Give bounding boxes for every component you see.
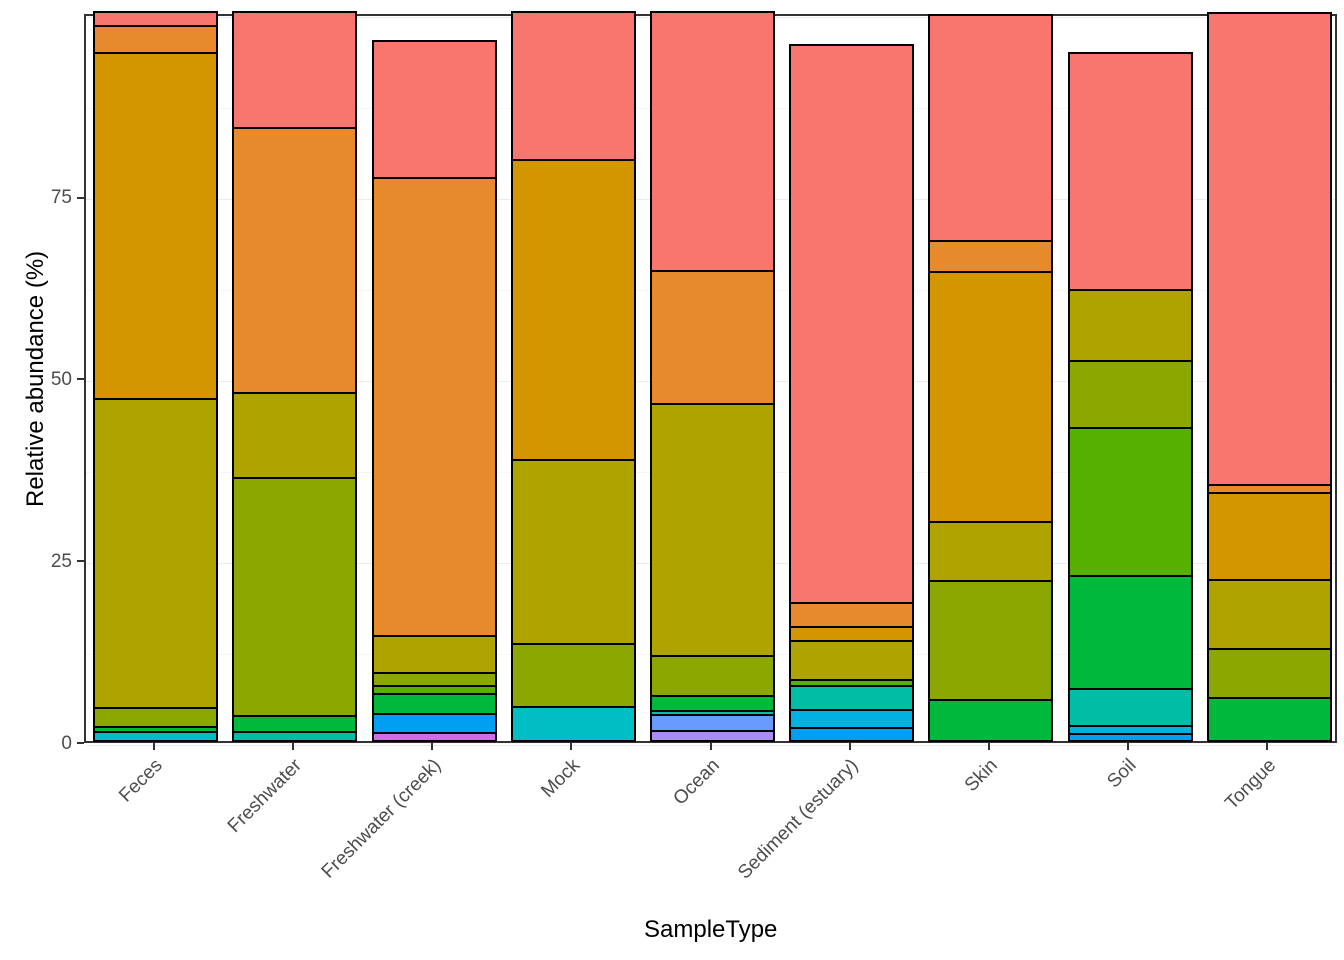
bar-segment-azure — [789, 726, 915, 742]
bar-ocean — [650, 11, 775, 742]
bar-segment-olive — [371, 635, 497, 675]
bar-segment-yellowgreen — [650, 654, 775, 697]
bar-segment-yellowgreen — [232, 476, 358, 717]
bar-segment-emerald — [371, 693, 497, 716]
y-axis-tick — [77, 742, 84, 744]
bar-segment-salmon — [1206, 12, 1332, 487]
x-tick-label: Freshwater — [223, 755, 306, 838]
y-tick-label: 0 — [61, 732, 72, 754]
bar-segment-cyan — [510, 705, 636, 742]
bar-sediment-estuary — [789, 12, 915, 742]
x-axis-title: SampleType — [644, 916, 778, 943]
bar-segment-orange — [232, 127, 358, 395]
x-tick-label: Mock — [537, 755, 585, 802]
bar-segment-teal — [1067, 688, 1193, 727]
bar-segment-yellowgreen — [510, 642, 636, 708]
bar-segment-emerald — [928, 699, 1054, 742]
bar-segment-olive — [1067, 289, 1193, 363]
bar-segment-azure — [371, 713, 497, 734]
bar-segment-teal — [789, 684, 915, 711]
bar-segment-cornflower — [650, 713, 775, 732]
bar-segment-olive — [232, 392, 358, 479]
bar-segment-salmon — [93, 10, 219, 28]
bar-segment-goldenrod — [93, 52, 219, 401]
bar-freshwater-creek — [371, 12, 497, 742]
bar-segment-sky — [789, 708, 915, 729]
y-tick-label: 50 — [50, 368, 72, 390]
bar-segment-emerald — [1206, 697, 1332, 742]
x-tick-label: Skin — [960, 755, 1002, 796]
x-axis-tick — [848, 743, 851, 750]
y-axis-tick — [77, 378, 84, 381]
bar-segment-olive — [928, 521, 1054, 583]
bar-segment-goldenrod — [789, 625, 915, 642]
bar-segment-salmon — [1067, 52, 1193, 292]
bar-segment-yellowgreen — [1206, 647, 1332, 700]
x-tick-label: Soil — [1103, 755, 1142, 793]
bar-segment-yellowgreen — [371, 672, 497, 688]
bar-mock — [510, 11, 636, 742]
bar-segment-yellowgreen — [928, 580, 1054, 702]
bar-soil — [1067, 12, 1193, 742]
x-axis-tick — [1266, 743, 1269, 750]
bar-segment-yellowgreen — [1067, 360, 1193, 430]
bar-segment-orange — [789, 601, 915, 628]
bar-segment-salmon — [232, 10, 358, 130]
bar-segment-olive — [650, 402, 775, 657]
bar-segment-orange — [371, 177, 497, 638]
y-tick-label: 25 — [50, 550, 72, 572]
bar-segment-orange — [928, 239, 1054, 273]
bar-segment-olive — [1206, 579, 1332, 650]
bar-segment-salmon — [650, 11, 775, 272]
bar-segment-orange — [93, 25, 219, 55]
x-tick-label: Tongue — [1221, 755, 1281, 814]
y-tick-label: 75 — [50, 187, 72, 209]
bar-segment-olive — [93, 398, 219, 709]
bar-segment-salmon — [789, 44, 915, 604]
x-axis-tick — [431, 743, 434, 750]
y-axis-tick — [77, 196, 84, 199]
x-tick-label: Freshwater (creek) — [317, 755, 445, 883]
bar-segment-goldenrod — [510, 159, 636, 461]
bar-segment-salmon — [510, 11, 636, 162]
bar-segment-goldenrod — [928, 271, 1054, 524]
bar-segment-olive — [510, 458, 636, 645]
bar-freshwater — [232, 10, 358, 742]
bar-segment-kelly — [1067, 427, 1193, 577]
x-axis-tick — [291, 743, 294, 750]
bar-skin — [928, 12, 1054, 742]
bar-segment-salmon — [371, 39, 497, 180]
y-axis-tick — [77, 560, 84, 563]
bar-segment-emerald — [650, 694, 775, 713]
x-axis-tick — [570, 743, 573, 750]
bar-segment-orange — [650, 269, 775, 405]
bar-tongue — [1206, 12, 1332, 742]
bar-feces — [93, 10, 219, 742]
x-tick-label: Ocean — [668, 755, 724, 810]
chart-panel — [84, 10, 1337, 746]
y-axis-title: Relative abundance (%) — [22, 250, 49, 507]
bar-segment-emerald — [232, 714, 358, 734]
x-axis-tick — [1127, 743, 1130, 750]
x-axis-tick — [987, 743, 990, 750]
x-tick-label: Sediment (estuary) — [734, 755, 863, 884]
x-axis-tick — [152, 743, 155, 750]
bar-segment-yellowgreen — [93, 706, 219, 729]
bar-segment-salmon — [928, 13, 1054, 242]
bar-segment-olive — [789, 639, 915, 681]
bar-segment-emerald — [1067, 574, 1193, 691]
bar-segment-goldenrod — [1206, 492, 1332, 582]
x-tick-label: Feces — [115, 755, 167, 807]
x-axis-tick — [709, 743, 712, 750]
